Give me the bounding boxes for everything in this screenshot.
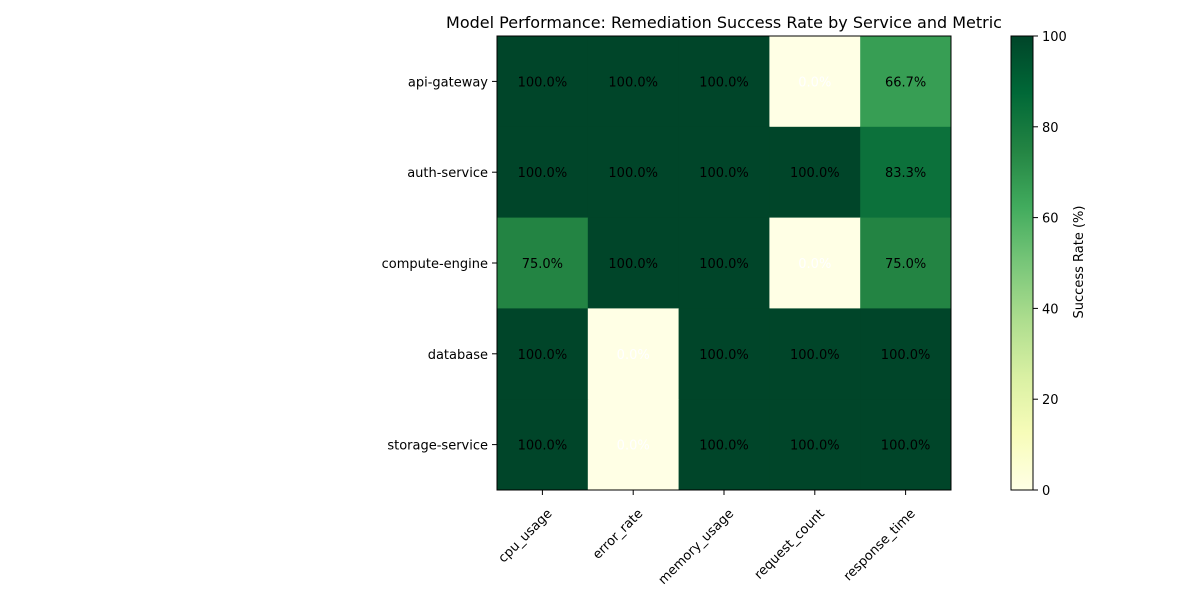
heatmap-cell xyxy=(587,217,680,309)
cell-value-label: 100.0% xyxy=(518,166,568,181)
cell-value-label: 100.0% xyxy=(699,348,749,363)
heatmap-cell xyxy=(497,36,589,128)
cell-value-label: 100.0% xyxy=(790,348,840,363)
heatmap-cell xyxy=(860,126,952,219)
x-tick-label: memory_usage xyxy=(656,506,737,587)
cell-value-label: 100.0% xyxy=(790,166,840,181)
heatmap-cell xyxy=(769,126,861,219)
cell-value-label: 66.7% xyxy=(885,75,926,90)
cell-value-label: 100.0% xyxy=(518,439,568,454)
heatmap-cell xyxy=(678,126,770,219)
cell-value-label: 0.0% xyxy=(798,257,831,272)
cell-value-label: 100.0% xyxy=(790,439,840,454)
cell-value-label: 100.0% xyxy=(699,75,749,90)
x-tick-label: error_rate xyxy=(590,506,646,562)
colorbar-tick-label: 100 xyxy=(1042,30,1067,45)
colorbar-label: Success Rate (%) xyxy=(1072,206,1087,319)
x-tick-label: request_count xyxy=(752,506,828,582)
colorbar-gradient xyxy=(1010,35,1034,491)
heatmap-cell xyxy=(497,126,589,219)
colorbar: 0 20 40 60 80 100 xyxy=(1010,30,1067,499)
heatmap-cell xyxy=(678,217,770,309)
cell-value-label: 100.0% xyxy=(608,166,658,181)
y-tick-label: api-gateway xyxy=(408,75,488,90)
cell-value-label: 83.3% xyxy=(885,166,926,181)
cell-value-label: 100.0% xyxy=(699,166,749,181)
y-tick-label: storage-service xyxy=(387,439,488,454)
heatmap-cell xyxy=(769,308,861,400)
y-tick-label: compute-engine xyxy=(382,257,488,272)
heatmap-cell xyxy=(678,36,770,128)
chart-title: Model Performance: Remediation Success R… xyxy=(446,13,1002,32)
heatmap-cell xyxy=(860,217,952,309)
y-tick-label: database xyxy=(428,348,488,363)
cell-value-label: 75.0% xyxy=(522,257,563,272)
cell-value-label: 100.0% xyxy=(518,348,568,363)
cell-value-label: 100.0% xyxy=(608,257,658,272)
heatmap-cell xyxy=(860,36,952,128)
y-tick-label: auth-service xyxy=(407,166,488,181)
cell-value-label: 0.0% xyxy=(617,439,650,454)
heatmap-cell xyxy=(587,399,680,491)
heatmap-cell xyxy=(769,36,861,128)
heatmap-cell xyxy=(678,308,770,400)
x-tick-label: cpu_usage xyxy=(496,506,556,566)
heatmap-cells xyxy=(496,35,952,491)
colorbar-tick-label: 20 xyxy=(1042,393,1059,408)
heatmap-cell xyxy=(497,217,589,309)
cell-value-label: 100.0% xyxy=(881,348,931,363)
heatmap-cell xyxy=(587,126,680,219)
cell-value-label: 100.0% xyxy=(608,75,658,90)
x-axis: cpu_usage error_rate memory_usage request_c… xyxy=(496,490,919,588)
heatmap-cell xyxy=(769,399,861,491)
cell-value-label: 0.0% xyxy=(617,348,650,363)
heatmap-cell xyxy=(587,36,680,128)
heatmap-cell xyxy=(497,399,589,491)
cell-value-label: 100.0% xyxy=(699,257,749,272)
heatmap-cell xyxy=(860,308,952,400)
heatmap-cell xyxy=(860,399,952,491)
heatmap-cell xyxy=(769,217,861,309)
cell-value-label: 0.0% xyxy=(798,75,831,90)
heatmap-cell xyxy=(587,308,680,400)
cell-value-label: 100.0% xyxy=(881,439,931,454)
heatmap-cell-labels: 100.0% 100.0% 100.0% 0.0% 66.7% 100.0% 100.0% 1… xyxy=(518,75,931,453)
cell-value-label: 100.0% xyxy=(699,439,749,454)
colorbar-tick-label: 0 xyxy=(1042,484,1050,499)
colorbar-tick-label: 40 xyxy=(1042,302,1059,317)
cell-value-label: 75.0% xyxy=(885,257,926,272)
heatmap-cell xyxy=(678,399,770,491)
cell-value-label: 100.0% xyxy=(518,75,568,90)
y-axis: api-gateway auth-service compute-engine dat… xyxy=(382,75,497,454)
heatmap-cell xyxy=(497,308,589,400)
colorbar-tick-label: 80 xyxy=(1042,121,1059,136)
colorbar-tick-label: 60 xyxy=(1042,212,1059,227)
x-tick-label: response_time xyxy=(841,506,919,584)
